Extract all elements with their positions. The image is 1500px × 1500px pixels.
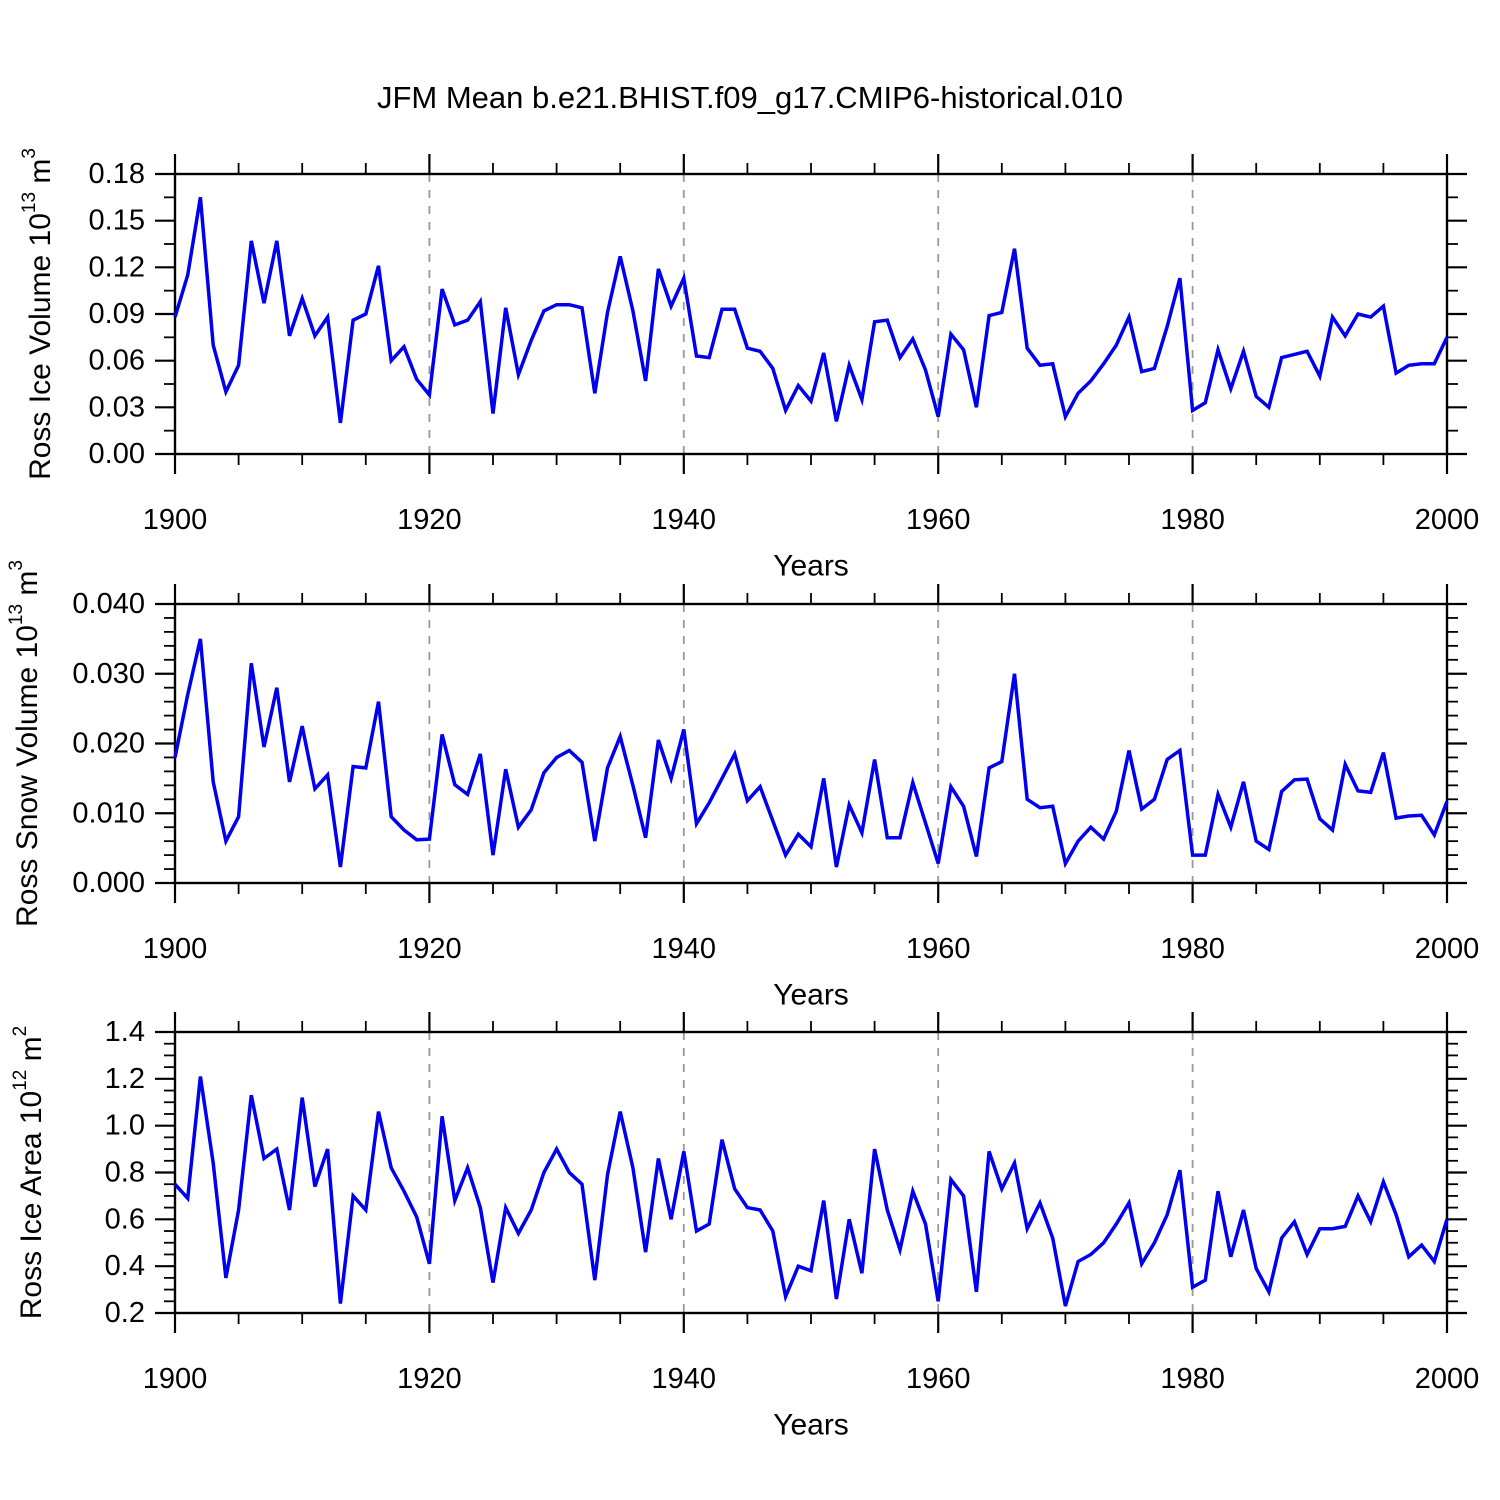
x-axis-title: Years [773, 979, 849, 1012]
x-tick-label: 1900 [143, 1363, 208, 1395]
x-tick-label: 1960 [906, 933, 971, 965]
y-tick-label: 0.040 [72, 588, 145, 620]
x-tick-label: 2000 [1415, 504, 1480, 536]
x-tick-label: 1920 [397, 933, 462, 965]
y-tick-label: 1.4 [105, 1016, 145, 1048]
x-tick-label: 1940 [652, 933, 717, 965]
y-tick-label: 1.0 [105, 1110, 145, 1142]
x-axis-title: Years [773, 550, 849, 583]
y-tick-label: 0.09 [89, 298, 145, 330]
series-line-ross-snow-volume [173, 638, 1449, 869]
y-tick-label: 0.010 [72, 797, 145, 829]
y-tick-label: 0.6 [105, 1203, 145, 1235]
series-line-ross-ice-volume [173, 197, 1449, 424]
x-tick-label: 1980 [1160, 504, 1225, 536]
x-tick-label: 1920 [397, 1363, 462, 1395]
y-axis-title: Ross Ice Area 1012 m2 [10, 1026, 48, 1320]
x-tick-label: 1900 [143, 504, 208, 536]
y-tick-label: 0.8 [105, 1157, 145, 1189]
x-tick-label: 1960 [906, 1363, 971, 1395]
y-tick-label: 0.030 [72, 658, 145, 690]
x-tick-label: 1980 [1160, 933, 1225, 965]
x-tick-label: 2000 [1415, 1363, 1480, 1395]
y-tick-label: 0.000 [72, 867, 145, 899]
chart-ross-ice-volume: 1900 1920 1940 1960 1980 2000 0.00 0.03 0.06 0.09… [19, 148, 1480, 582]
y-tick-label: 1.2 [105, 1063, 145, 1095]
x-tick-label: 1960 [906, 504, 971, 536]
y-tick-label: 0.4 [105, 1250, 145, 1282]
figure-title: JFM Mean b.e21.BHIST.f09_g17.CMIP6-histo… [376, 80, 1124, 115]
x-tick-label: 1940 [652, 1363, 717, 1395]
x-tick-label: 1940 [652, 504, 717, 536]
y-tick-label: 0.12 [89, 251, 145, 283]
y-tick-label: 0.06 [89, 345, 145, 377]
chart-ross-ice-area: 1900 1920 1940 1960 1980 2000 0.2 0.4 0.6 0.8 1.0 1… [10, 1012, 1480, 1442]
y-tick-label: 0.2 [105, 1297, 145, 1329]
x-tick-label: 1920 [397, 504, 462, 536]
y-tick-label: 0.15 [89, 205, 145, 237]
y-axis-title: Ross Snow Volume 1013 m3 [6, 560, 44, 927]
y-tick-label: 0.020 [72, 728, 145, 760]
x-tick-label: 1980 [1160, 1363, 1225, 1395]
x-tick-label: 2000 [1415, 933, 1480, 965]
x-axis-title: Years [773, 1409, 849, 1442]
y-tick-label: 0.18 [89, 158, 145, 190]
y-tick-label: 0.00 [89, 438, 145, 470]
y-tick-label: 0.03 [89, 391, 145, 423]
y-axis-title: Ross Ice Volume 1013 m3 [19, 148, 57, 480]
x-tick-label: 1900 [143, 933, 208, 965]
chart-ross-snow-volume: 1900 1920 1940 1960 1980 2000 0.000 0.010 0.020 0… [6, 560, 1480, 1011]
series-line-ross-ice-area [173, 1076, 1449, 1307]
